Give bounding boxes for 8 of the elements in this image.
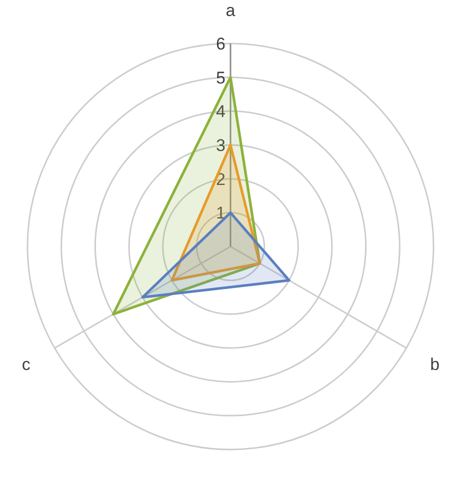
spoke-label: a	[226, 1, 236, 20]
y-tick-label: 5	[216, 68, 226, 88]
y-tick-label: 4	[216, 102, 226, 122]
y-tick-label: 6	[216, 34, 226, 54]
y-tick-label: 1	[216, 204, 226, 223]
y-tick-label: 3	[216, 136, 226, 155]
spoke-label: b	[430, 355, 440, 374]
spoke-label: c	[22, 355, 31, 374]
